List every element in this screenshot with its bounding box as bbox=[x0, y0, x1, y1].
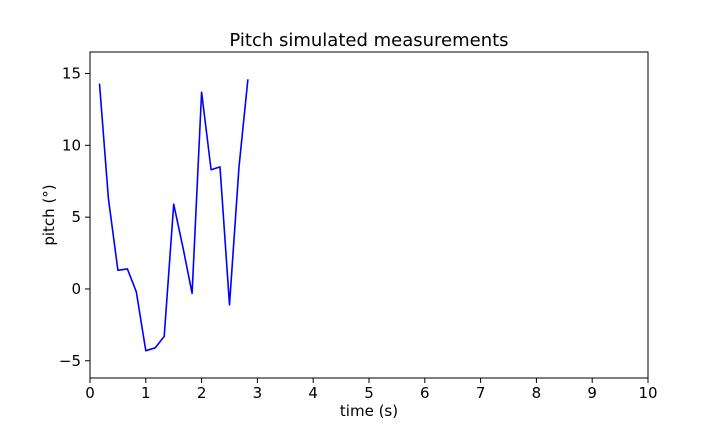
x-tick-label: 4 bbox=[308, 384, 318, 402]
x-tick-label: 1 bbox=[141, 384, 151, 402]
series-line bbox=[98, 79, 249, 352]
x-tick-label: 8 bbox=[532, 384, 542, 402]
y-tick-label: 15 bbox=[62, 65, 81, 83]
x-axis: 0 1 2 3 4 5 6 7 8 9 10 bbox=[85, 378, 658, 402]
y-axis: −5 0 5 10 15 bbox=[59, 65, 90, 370]
x-tick-label: 3 bbox=[253, 384, 263, 402]
plot-area bbox=[98, 79, 249, 352]
x-axis-label: time (s) bbox=[340, 402, 398, 420]
x-tick-label: 10 bbox=[638, 384, 657, 402]
y-tick-label: 10 bbox=[62, 136, 81, 154]
y-tick-label: 5 bbox=[71, 208, 81, 226]
y-axis-label: pitch (°) bbox=[40, 184, 58, 245]
x-tick-label: 2 bbox=[197, 384, 207, 402]
x-tick-label: 7 bbox=[476, 384, 486, 402]
chart-title: Pitch simulated measurements bbox=[229, 30, 508, 51]
y-tick-label: −5 bbox=[59, 352, 81, 370]
x-tick-label: 9 bbox=[587, 384, 597, 402]
x-tick-label: 0 bbox=[85, 384, 95, 402]
y-tick-label: 0 bbox=[71, 280, 81, 298]
x-tick-label: 5 bbox=[364, 384, 374, 402]
x-tick-label: 6 bbox=[420, 384, 430, 402]
